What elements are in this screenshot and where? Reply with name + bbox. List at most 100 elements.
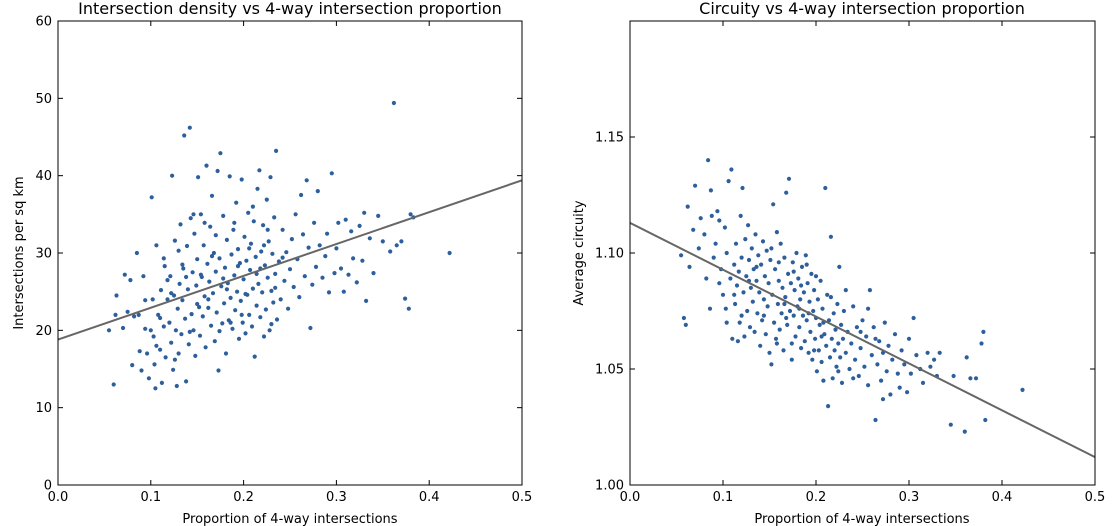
data-point xyxy=(280,255,285,260)
data-point xyxy=(979,341,984,346)
data-point xyxy=(151,334,156,339)
data-point xyxy=(962,429,967,434)
data-point xyxy=(748,285,754,290)
data-point xyxy=(317,243,322,248)
data-point xyxy=(221,213,226,218)
data-point xyxy=(750,299,755,304)
data-point xyxy=(267,328,272,333)
y-tick-label: 20 xyxy=(35,324,52,339)
data-point xyxy=(158,347,163,352)
data-point xyxy=(746,223,751,228)
data-point xyxy=(754,278,759,283)
data-point xyxy=(113,312,118,317)
data-point xyxy=(222,301,227,306)
data-point xyxy=(825,292,830,297)
data-point xyxy=(269,322,274,327)
data-point xyxy=(184,379,189,384)
data-point xyxy=(380,239,385,244)
data-point xyxy=(230,326,235,331)
data-point xyxy=(198,272,203,277)
data-point xyxy=(761,313,767,318)
data-point xyxy=(167,320,172,325)
data-point xyxy=(250,286,255,291)
data-point xyxy=(813,274,819,279)
data-point xyxy=(203,345,208,350)
data-point xyxy=(232,273,237,278)
data-point xyxy=(302,274,307,279)
data-point xyxy=(125,309,130,314)
data-point xyxy=(746,257,752,263)
data-point xyxy=(159,380,164,385)
data-point xyxy=(169,340,174,345)
data-point xyxy=(228,295,233,300)
data-point xyxy=(720,292,726,297)
data-point xyxy=(122,272,127,277)
data-point xyxy=(808,329,813,334)
data-point xyxy=(783,295,788,300)
data-point xyxy=(892,332,898,337)
data-point xyxy=(740,185,745,191)
data-point xyxy=(724,250,729,256)
data-point xyxy=(828,234,834,239)
data-point xyxy=(841,308,847,314)
data-point xyxy=(781,348,786,353)
data-point xyxy=(804,318,809,323)
data-point xyxy=(114,293,119,298)
data-point xyxy=(757,290,762,295)
data-point xyxy=(132,314,137,319)
data-point xyxy=(858,329,863,334)
data-point xyxy=(734,283,740,288)
data-point xyxy=(968,376,973,381)
data-point xyxy=(196,175,201,180)
data-point xyxy=(269,288,274,293)
data-point xyxy=(753,232,758,237)
data-point xyxy=(772,320,777,325)
data-point xyxy=(221,276,226,281)
data-point xyxy=(821,378,826,383)
data-point xyxy=(300,232,306,237)
data-point xyxy=(274,148,279,153)
data-point xyxy=(751,267,756,272)
data-point xyxy=(156,312,161,317)
x-tick-label: 0.5 xyxy=(1085,490,1106,505)
y-tick-label: 50 xyxy=(35,92,52,107)
data-point xyxy=(928,364,933,369)
data-point xyxy=(346,272,351,277)
data-point xyxy=(698,216,703,221)
data-point xyxy=(839,322,844,327)
data-point xyxy=(747,325,753,330)
data-point xyxy=(771,202,776,207)
data-point xyxy=(291,284,296,290)
data-point xyxy=(829,336,834,341)
data-point xyxy=(202,220,207,225)
data-point xyxy=(749,246,754,251)
data-point xyxy=(207,279,212,284)
data-point xyxy=(268,175,273,180)
data-point xyxy=(304,178,309,183)
y-tick-label: 1.05 xyxy=(595,363,624,378)
data-point xyxy=(762,274,768,279)
data-point xyxy=(702,232,707,237)
data-point xyxy=(789,341,794,346)
data-point xyxy=(707,306,713,311)
data-point xyxy=(162,264,167,269)
data-point xyxy=(760,318,765,323)
data-point xyxy=(704,276,709,281)
x-tick-label: 0.5 xyxy=(512,490,533,505)
data-point xyxy=(797,325,802,330)
data-point xyxy=(807,299,812,304)
data-point xyxy=(800,313,806,318)
data-point xyxy=(266,239,271,244)
data-point xyxy=(247,246,252,251)
data-point xyxy=(793,334,798,339)
data-point xyxy=(799,264,805,269)
data-point xyxy=(890,357,895,362)
data-point xyxy=(362,210,367,215)
data-point xyxy=(128,278,133,283)
data-point xyxy=(137,349,142,354)
data-point xyxy=(964,355,969,360)
data-point xyxy=(899,348,904,353)
data-point xyxy=(799,346,804,351)
data-point xyxy=(801,290,807,295)
data-point xyxy=(856,373,861,379)
